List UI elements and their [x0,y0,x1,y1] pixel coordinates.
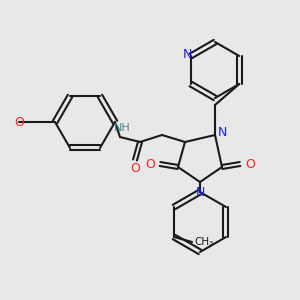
Text: O: O [145,158,155,170]
Text: O: O [130,163,140,176]
Text: CH₃: CH₃ [194,237,214,247]
Text: O: O [245,158,255,170]
Text: N: N [195,185,205,199]
Text: NH: NH [114,123,130,133]
Text: N: N [217,125,227,139]
Text: N: N [183,49,192,62]
Text: O: O [14,116,24,128]
